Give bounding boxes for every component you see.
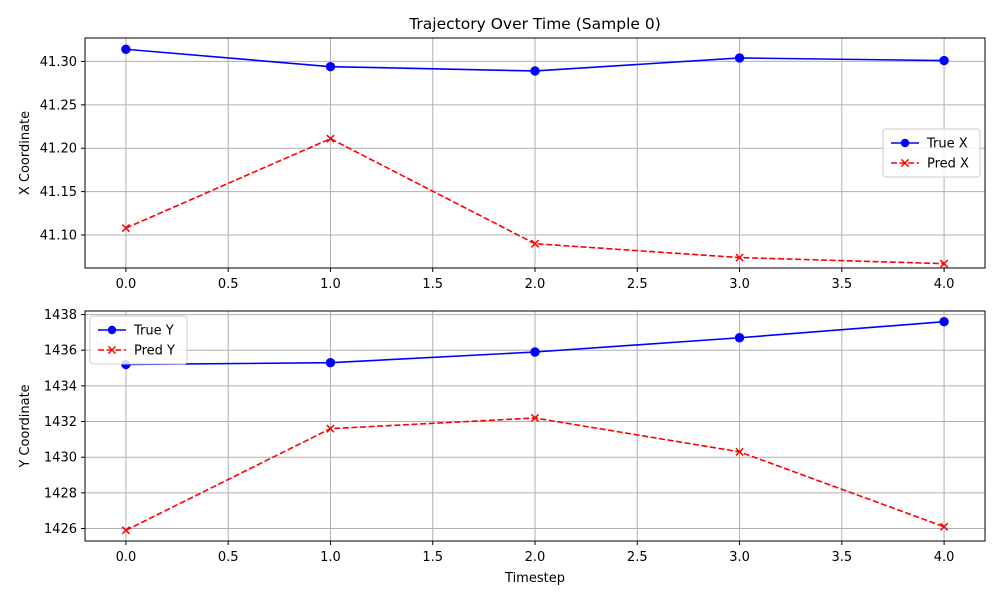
y-tick-label: 41.15 bbox=[40, 185, 77, 200]
x-tick-label: 4.0 bbox=[934, 277, 955, 292]
x-tick-label: 1.0 bbox=[320, 277, 341, 292]
x-tick-label: 2.0 bbox=[525, 550, 546, 565]
y-tick-label: 1436 bbox=[44, 344, 77, 359]
x-tick-label: 0.0 bbox=[116, 277, 137, 292]
y-tick-label: 41.10 bbox=[40, 229, 77, 244]
x-tick-label: 3.0 bbox=[729, 550, 750, 565]
data-point bbox=[326, 134, 335, 143]
subplot-y-coordinate: 0.0 0.5 1.0 1.5 2.0 2.5 3.0 3.5 4.0 1426 1428 1430 1… bbox=[18, 308, 986, 586]
data-point bbox=[939, 259, 949, 268]
data-point bbox=[121, 223, 131, 233]
x-tick-label: 2.5 bbox=[627, 550, 648, 565]
y-axis-label: Y Coordinate bbox=[18, 384, 33, 468]
y-tick-label: 1434 bbox=[44, 379, 77, 394]
legend-label: Pred Y bbox=[134, 344, 175, 359]
y-tick-label: 41.20 bbox=[40, 142, 77, 157]
x-tick-label: 1.5 bbox=[422, 277, 443, 292]
data-point bbox=[530, 66, 540, 76]
data-point bbox=[530, 347, 540, 357]
data-point bbox=[939, 55, 949, 66]
data-point bbox=[325, 358, 336, 368]
y-axis-label: X Coordinate bbox=[18, 111, 33, 195]
x-tick-label: 2.0 bbox=[525, 277, 546, 292]
legend-label: Pred X bbox=[927, 157, 969, 172]
x-tick-label: 3.5 bbox=[831, 550, 852, 565]
data-point bbox=[121, 526, 131, 535]
data-point bbox=[735, 447, 744, 456]
x-tick-label: 0.0 bbox=[116, 550, 137, 565]
x-tick-label: 0.5 bbox=[218, 550, 239, 565]
data-point bbox=[734, 53, 745, 63]
data-point bbox=[121, 44, 131, 54]
legend-marker bbox=[107, 345, 117, 355]
legend-marker bbox=[107, 325, 117, 335]
legend-marker bbox=[900, 158, 910, 168]
x-tick-label: 1.0 bbox=[320, 550, 341, 565]
data-point bbox=[939, 522, 949, 531]
x-tick-label: 3.5 bbox=[831, 277, 852, 292]
x-tick-label: 0.5 bbox=[218, 277, 239, 292]
x-tick-label: 2.5 bbox=[627, 277, 648, 292]
x-tick-label: 4.0 bbox=[934, 550, 955, 565]
y-tick-label: 1432 bbox=[44, 415, 77, 430]
x-axis-label: Timestep bbox=[504, 571, 565, 586]
data-point bbox=[530, 413, 540, 423]
data-point bbox=[530, 239, 540, 248]
legend-marker bbox=[900, 138, 910, 148]
data-point bbox=[325, 61, 336, 72]
subplot-x-coordinate: 0.0 0.5 1.0 1.5 2.0 2.5 3.0 3.5 4.0 41.10 41.15 41.… bbox=[18, 37, 986, 292]
y-tick-label: 1438 bbox=[44, 308, 77, 323]
legend-label: True Y bbox=[133, 324, 174, 339]
data-point bbox=[326, 424, 335, 433]
legend-label: True X bbox=[926, 137, 968, 152]
x-tick-label: 1.5 bbox=[422, 550, 443, 565]
y-tick-label: 1428 bbox=[44, 486, 77, 501]
data-point bbox=[734, 333, 745, 343]
data-point bbox=[735, 253, 744, 262]
y-tick-label: 1426 bbox=[44, 522, 77, 537]
data-point bbox=[939, 316, 949, 327]
y-tick-label: 41.30 bbox=[40, 55, 77, 70]
y-tick-label: 41.25 bbox=[40, 98, 77, 113]
y-tick-label: 1430 bbox=[44, 451, 77, 466]
x-tick-label: 3.0 bbox=[729, 277, 750, 292]
chart-title: Trajectory Over Time (Sample 0) bbox=[408, 15, 661, 33]
